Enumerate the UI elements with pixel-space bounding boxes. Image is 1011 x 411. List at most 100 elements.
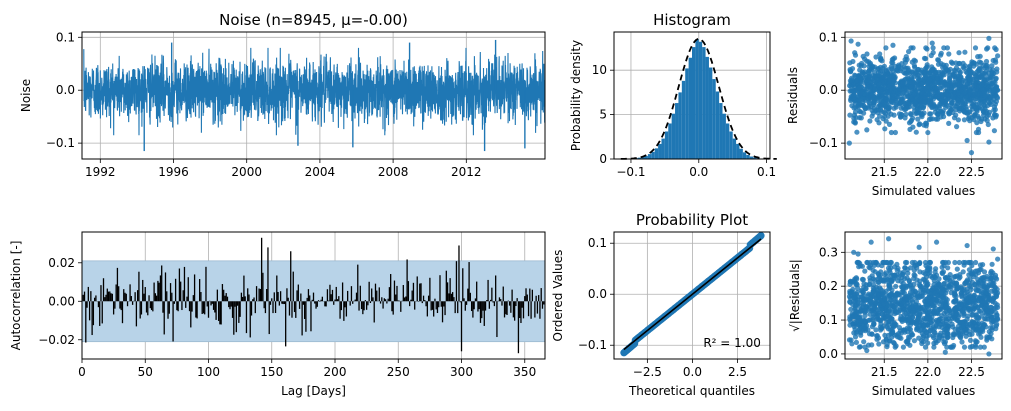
scatter-point bbox=[954, 124, 960, 130]
x-tick-label: 1992 bbox=[85, 165, 116, 179]
scatter-point bbox=[890, 42, 896, 48]
scatter-point bbox=[871, 105, 877, 112]
scatter-point bbox=[872, 305, 878, 311]
scatter-point bbox=[966, 299, 972, 305]
scatter-point bbox=[846, 337, 853, 343]
scatter-point bbox=[994, 321, 1000, 327]
scatter-point bbox=[910, 285, 916, 291]
scatter-point bbox=[848, 88, 855, 94]
x-tick-label: 0.1 bbox=[757, 165, 776, 179]
scatter-point bbox=[911, 275, 917, 281]
histogram-bar bbox=[641, 157, 645, 159]
scatter-point bbox=[923, 263, 929, 269]
scatter-point bbox=[886, 83, 892, 89]
scatter-point bbox=[851, 119, 857, 125]
scatter-point bbox=[858, 332, 864, 338]
scatter-point bbox=[961, 90, 968, 96]
histogram-bar bbox=[685, 68, 689, 159]
scatter-point bbox=[878, 88, 884, 95]
scatter-point bbox=[946, 51, 952, 57]
autocorrelation-panel: 0 50 100 150 200 250 300 350 −0.02 0.00 0.02 Lag [D… bbox=[9, 231, 546, 398]
scatter-point bbox=[888, 259, 894, 266]
scatter-point bbox=[879, 58, 885, 64]
y-tick-label: 0.00 bbox=[48, 294, 75, 308]
scatter-point bbox=[922, 290, 928, 296]
x-tick-label: 22.0 bbox=[915, 365, 942, 379]
scatter-point bbox=[962, 280, 968, 286]
scatter-point bbox=[911, 267, 917, 273]
scatter-point bbox=[917, 259, 923, 266]
scatter-point bbox=[966, 109, 972, 115]
axes-frame bbox=[81, 231, 546, 360]
scatter-point bbox=[849, 77, 855, 83]
scatter-point bbox=[908, 45, 914, 51]
scatter-point bbox=[961, 344, 968, 350]
histogram-bar bbox=[753, 157, 757, 159]
scatter-point bbox=[929, 89, 935, 95]
scatter-point bbox=[944, 45, 951, 51]
scatter-point bbox=[866, 282, 872, 288]
histogram-bar bbox=[736, 143, 740, 159]
scatter-point bbox=[975, 304, 981, 310]
scatter-point bbox=[979, 75, 985, 81]
scatter-point bbox=[944, 287, 950, 293]
y-tick-label: 0.1 bbox=[588, 236, 607, 250]
scatter-point bbox=[981, 269, 988, 275]
scatter-point bbox=[856, 62, 862, 68]
scatter-point bbox=[986, 35, 992, 41]
scatter-point bbox=[956, 259, 962, 266]
scatter-point bbox=[895, 292, 902, 298]
scatter-point bbox=[932, 290, 938, 296]
scatter-point bbox=[864, 84, 870, 90]
scatter-point bbox=[918, 327, 924, 333]
scatter-point bbox=[848, 84, 854, 90]
scatter-point bbox=[875, 70, 882, 76]
scatter-point bbox=[864, 347, 870, 354]
scatter-point bbox=[935, 337, 942, 344]
scatter-point bbox=[979, 275, 985, 281]
scatter-point bbox=[862, 303, 869, 309]
scatter-point bbox=[956, 319, 963, 325]
histogram-bar bbox=[722, 113, 726, 159]
x-tick-label: 2008 bbox=[378, 165, 409, 179]
scatter-point bbox=[953, 297, 959, 303]
scatter-point bbox=[922, 95, 928, 101]
scatter-point bbox=[906, 49, 912, 55]
scatter-point bbox=[904, 325, 911, 331]
scatter-point bbox=[891, 272, 897, 279]
scatter-point bbox=[903, 90, 910, 96]
scatter-point bbox=[952, 83, 958, 89]
x-tick-label: 2004 bbox=[305, 165, 336, 179]
scatter-point bbox=[851, 105, 857, 111]
scatter-point bbox=[924, 267, 930, 273]
y-tick-label: −0.1 bbox=[46, 136, 75, 150]
qq-fit-line bbox=[623, 238, 762, 351]
scatter-point bbox=[879, 263, 885, 269]
scatter-point bbox=[870, 78, 876, 84]
y-axis-label: Autocorrelation [-] bbox=[9, 241, 23, 351]
scatter-point bbox=[900, 344, 907, 350]
histogram-bar bbox=[658, 143, 662, 159]
scatter-point bbox=[992, 101, 999, 107]
scatter-point bbox=[860, 95, 866, 101]
scatter-point bbox=[912, 289, 919, 295]
scatter-point bbox=[951, 274, 957, 280]
scatter-point bbox=[911, 57, 917, 63]
scatter-point bbox=[867, 73, 873, 79]
scatter-point bbox=[922, 66, 928, 72]
scatter-point bbox=[884, 89, 890, 95]
scatter-point bbox=[857, 328, 864, 335]
scatter-point bbox=[918, 81, 925, 87]
scatter-point bbox=[854, 78, 860, 84]
scatter-point bbox=[931, 340, 937, 346]
scatter-point bbox=[978, 291, 984, 298]
scatter-point bbox=[942, 98, 949, 104]
scatter-point bbox=[852, 50, 858, 56]
scatter-point bbox=[940, 294, 947, 300]
scatter-point bbox=[888, 73, 895, 79]
scatter-point bbox=[853, 308, 859, 314]
scatter-point bbox=[943, 317, 950, 324]
scatter-point bbox=[854, 276, 860, 282]
scatter-point bbox=[962, 49, 968, 55]
scatter-point bbox=[857, 344, 864, 350]
